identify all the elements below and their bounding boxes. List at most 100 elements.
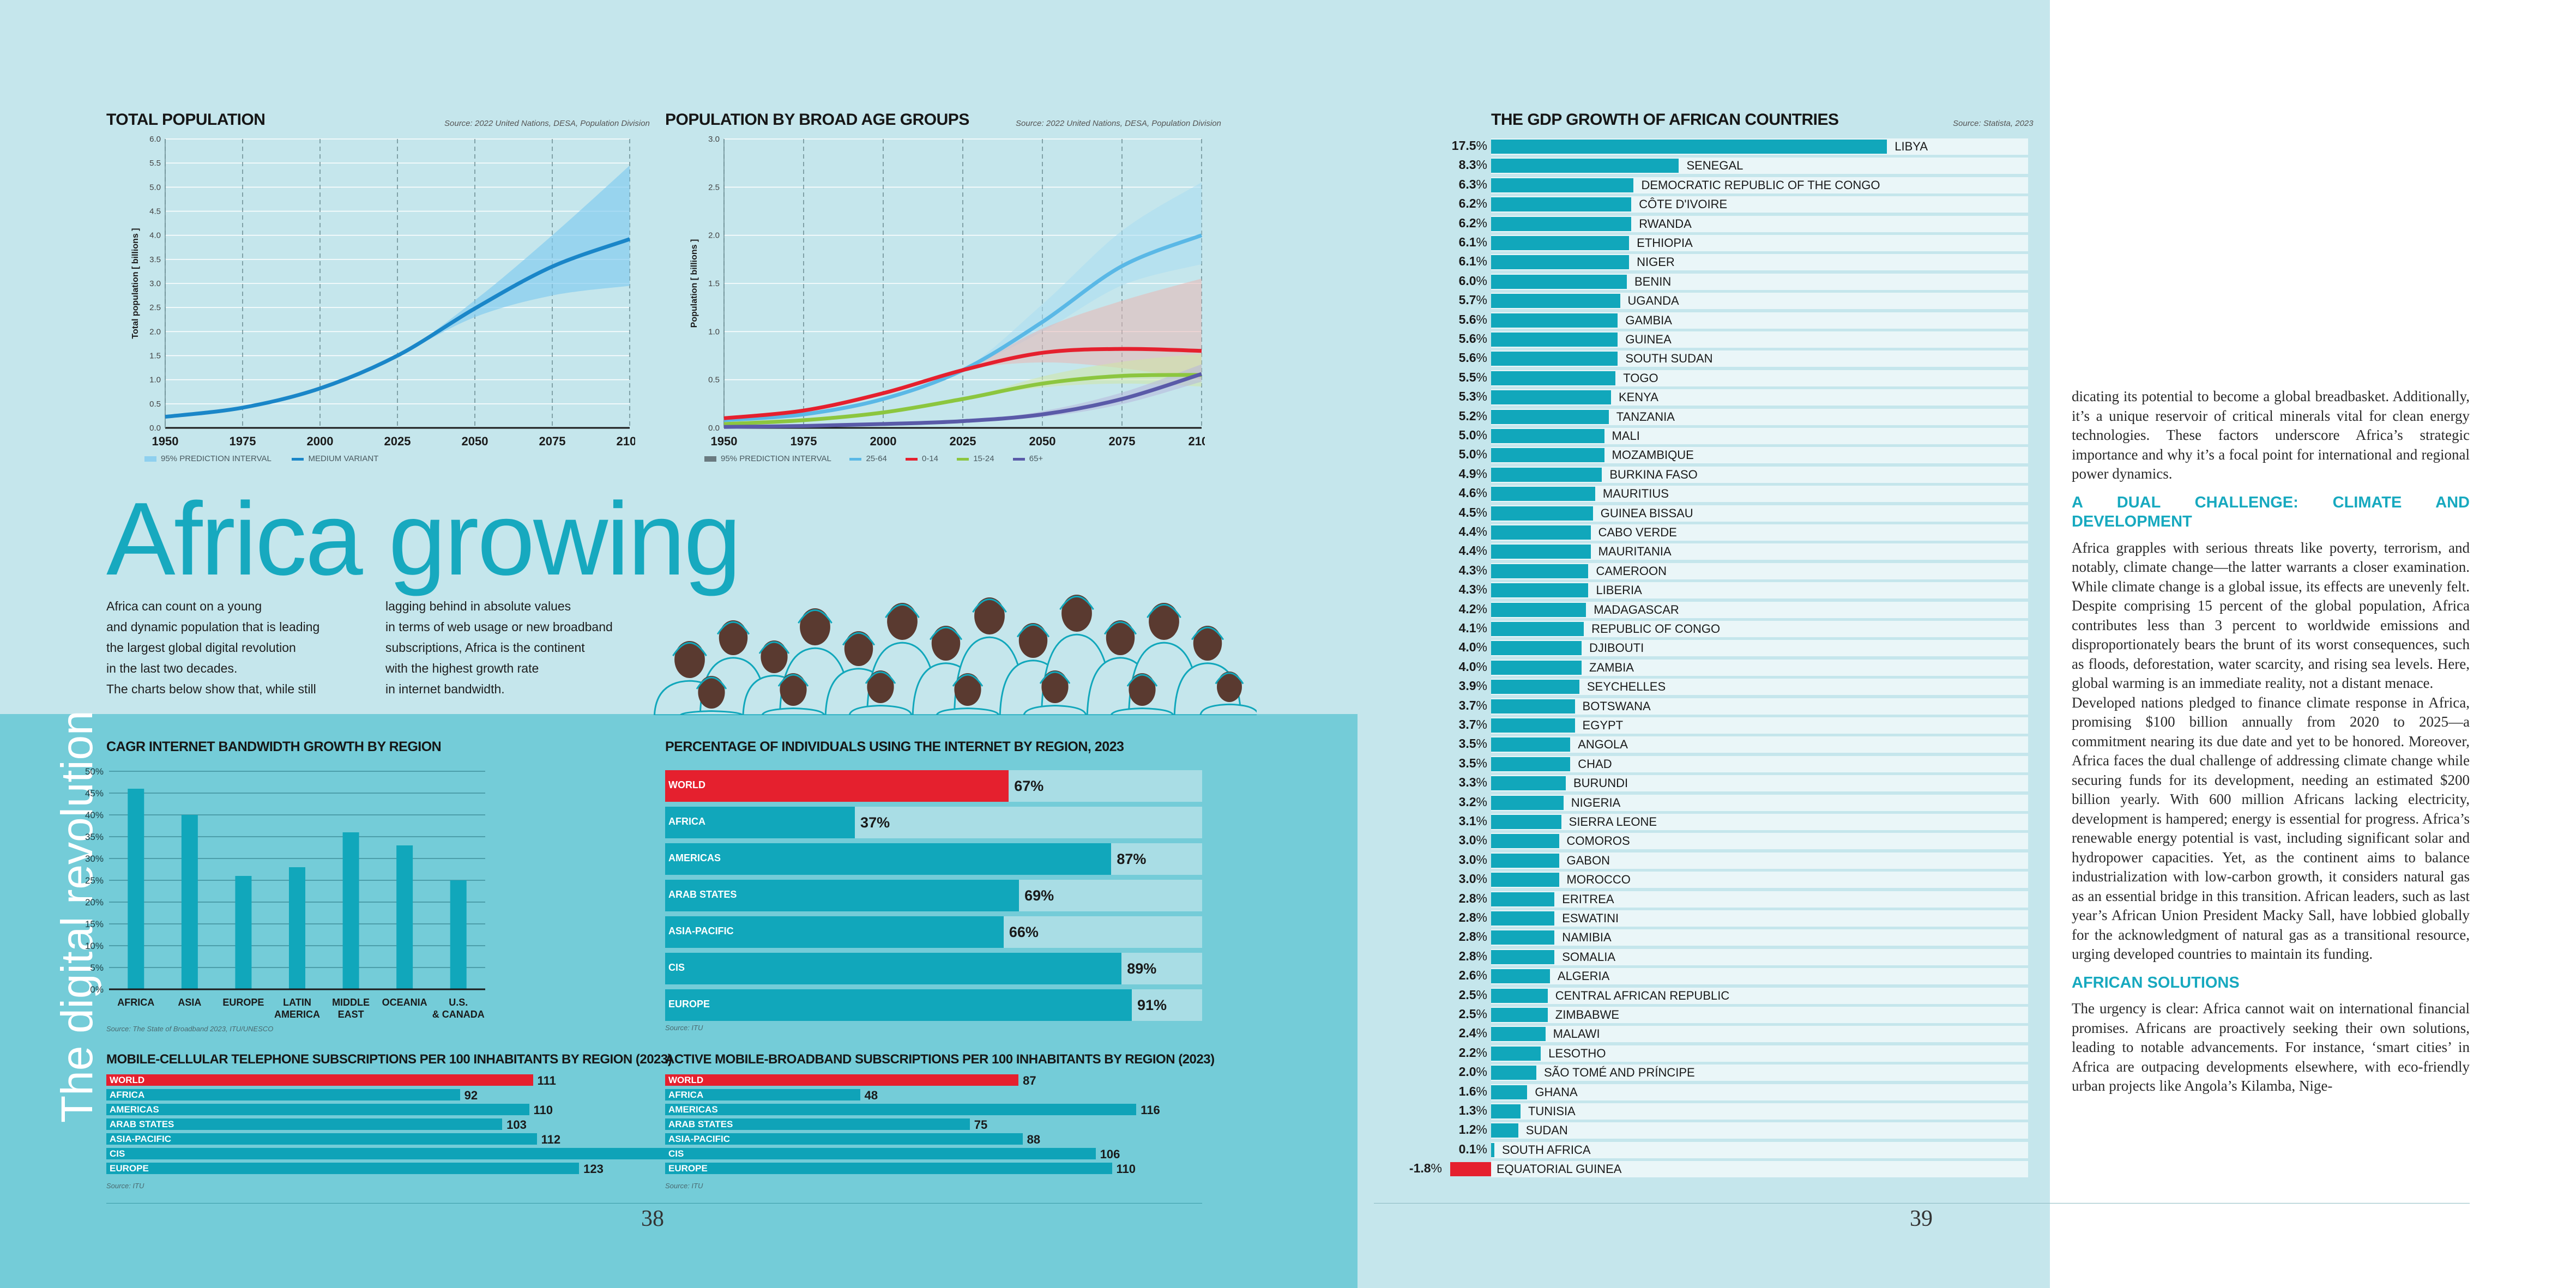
- value-unit: %: [1476, 601, 1487, 616]
- gdp-bar: [1491, 525, 1591, 540]
- legend-item: 15-24: [973, 454, 994, 463]
- value-number: 6.2: [1458, 196, 1476, 211]
- intro-column-2: lagging behind in absolute values in ter…: [385, 599, 613, 696]
- legend-item: 95% PREDICTION INTERVAL: [161, 454, 272, 463]
- mobile-cell-bar: ARAB STATES 103: [106, 1118, 527, 1132]
- category-label: & CANADA: [432, 1009, 485, 1020]
- internet-pct-bar: AFRICA: [665, 807, 855, 838]
- value-unit: %: [1476, 987, 1487, 1002]
- category-label: AMERICAS: [668, 1104, 718, 1115]
- y-tick-label: 1.5: [149, 352, 161, 361]
- footer-rule-left: [106, 1203, 1202, 1204]
- value-label: 17.5%: [1427, 138, 1487, 153]
- x-tick-label: 1975: [230, 434, 256, 448]
- country-label: GHANA: [1535, 1085, 1578, 1099]
- category-label: ASIA: [178, 997, 201, 1008]
- gdp-bar: [1491, 255, 1630, 270]
- y-tick-label: 0.5: [708, 376, 720, 385]
- value-label: 6.1%: [1427, 235, 1487, 250]
- total-population-title: TOTAL POPULATION: [106, 111, 266, 129]
- internet-pct-row: AMERICAS 87%: [665, 843, 1202, 875]
- category-label: LATIN: [283, 997, 311, 1008]
- value-unit: %: [1476, 158, 1487, 172]
- value-unit: %: [1476, 640, 1487, 655]
- age-groups-title: POPULATION BY BROAD AGE GROUPS: [665, 111, 969, 129]
- category-label: EUROPE: [668, 1163, 708, 1174]
- y-tick-label: 50%: [85, 766, 104, 777]
- gdp-row: COMOROS: [1491, 833, 2028, 850]
- category-label: CIS: [668, 962, 685, 973]
- category-label: ARAB STATES: [668, 889, 737, 900]
- article-paragraph: Africa grapples with serious threats lik…: [2072, 539, 2470, 692]
- country-label: RWANDA: [1639, 216, 1692, 231]
- legend-swatch: [849, 457, 862, 461]
- gdp-row: UGANDA: [1491, 293, 2028, 310]
- internet-pct-row: ARAB STATES 69%: [665, 880, 1202, 911]
- gdp-row: NIGER: [1491, 254, 2028, 271]
- person-hair: [716, 621, 750, 635]
- value-label: 3.7%: [1427, 717, 1487, 732]
- mobile-cell-bar: ASIA-PACIFIC 112: [106, 1133, 560, 1146]
- value-label: 37%: [860, 814, 890, 831]
- country-label: GABON: [1566, 853, 1610, 867]
- category-label: ARAB STATES: [110, 1119, 174, 1129]
- person-hair: [1039, 671, 1071, 684]
- value-number: 2.4: [1458, 1026, 1476, 1041]
- legend-swatch: [1012, 457, 1025, 461]
- value-unit: %: [1476, 775, 1487, 790]
- mobile-cell-source: Source: ITU: [106, 1182, 144, 1190]
- gdp-bar: [1491, 178, 1634, 192]
- cagr-bar: [342, 832, 359, 989]
- footer-rule-right: [1374, 1203, 2470, 1204]
- gdp-row: CAMEROON: [1491, 563, 2028, 579]
- gdp-row: SOMALIA: [1491, 948, 2028, 965]
- person-head: [1193, 626, 1222, 661]
- value-label: 5.2%: [1427, 409, 1487, 424]
- gdp-bar: [1491, 487, 1595, 501]
- internet-pct-row: CIS 89%: [665, 953, 1202, 984]
- country-label: MOROCCO: [1566, 873, 1631, 887]
- person-hair: [1215, 672, 1244, 685]
- country-label: GUINEA BISSAU: [1600, 506, 1693, 520]
- country-label: UGANDA: [1627, 294, 1679, 308]
- category-label: MIDDLE: [332, 997, 370, 1008]
- gdp-row: MAURITIUS: [1491, 486, 2028, 503]
- gdp-row: ERITREA: [1491, 891, 2028, 908]
- y-tick-label: 6.0: [149, 135, 161, 144]
- value-number: 5.6: [1458, 312, 1476, 326]
- value-number: 3.0: [1458, 872, 1476, 886]
- mobile-cell-bar: WORLD 111: [106, 1074, 556, 1087]
- gdp-bar: [1491, 583, 1589, 598]
- y-tick-label: 2.0: [708, 231, 720, 240]
- person-head: [1217, 672, 1242, 702]
- y-tick-label: 4.5: [149, 207, 161, 216]
- value-label: 110: [1116, 1162, 1136, 1176]
- value-label: 3.2%: [1427, 795, 1487, 809]
- gdp-bar: [1491, 930, 1555, 945]
- category-label: AFRICA: [668, 816, 705, 827]
- value-unit: %: [1476, 968, 1487, 983]
- y-axis-label: Total population [ billions ]: [131, 228, 140, 338]
- country-label: SENEGAL: [1686, 159, 1744, 173]
- cagr-source: Source: The State of Broadband 2023, ITU…: [106, 1025, 274, 1033]
- gdp-bar: [1491, 197, 1632, 212]
- person-hair: [672, 642, 707, 657]
- gdp-bar: [1491, 737, 1571, 752]
- person-hair: [1059, 595, 1094, 610]
- value-number: 2.8: [1458, 929, 1476, 944]
- gdp-bar: [1491, 699, 1575, 713]
- gdp-bar: [1491, 313, 1618, 328]
- value-number: 6.1: [1458, 235, 1476, 249]
- gdp-row: REPUBLIC OF CONGO: [1491, 621, 2028, 637]
- value-label: 6.2%: [1427, 216, 1487, 231]
- value-label: 1.6%: [1427, 1084, 1487, 1099]
- gdp-bar: [1491, 216, 1632, 231]
- gdp-bar: [1491, 815, 1561, 829]
- gdp-bar: [1491, 969, 1550, 984]
- country-label: EGYPT: [1582, 718, 1624, 732]
- gdp-row: DJIBOUTI: [1491, 640, 2028, 657]
- value-label: 69%: [1024, 887, 1054, 904]
- country-label: TANZANIA: [1616, 409, 1675, 424]
- y-tick-label: 0.5: [149, 400, 161, 409]
- country-label: MOZAMBIQUE: [1612, 448, 1694, 462]
